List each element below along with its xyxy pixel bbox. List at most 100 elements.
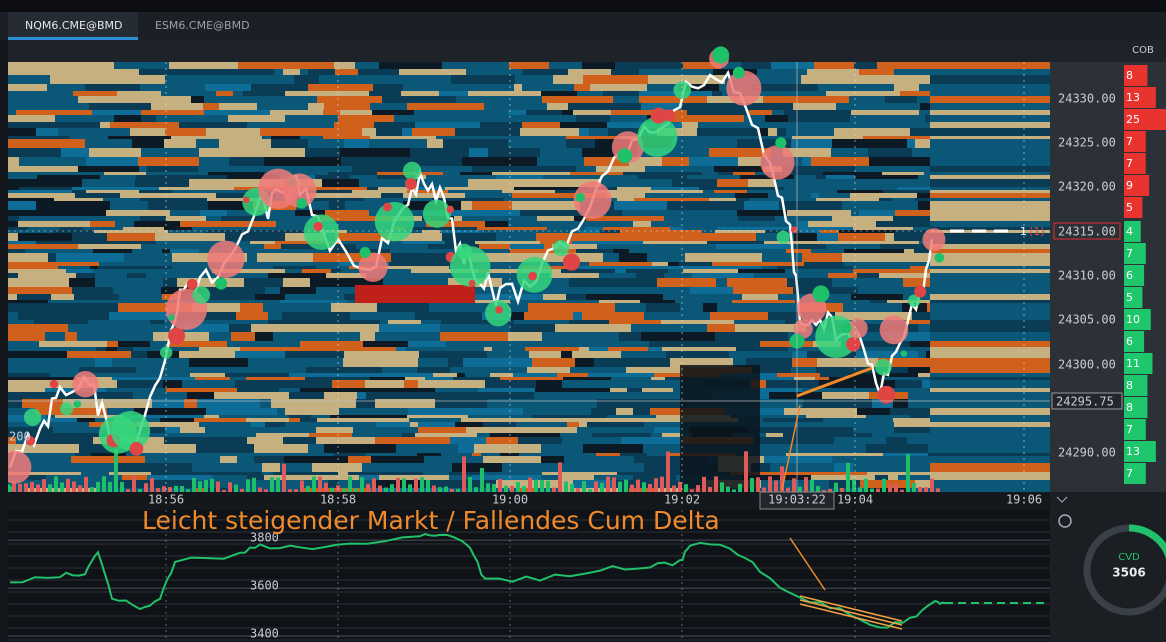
- volume-bar: [318, 476, 322, 492]
- heat-cell: [151, 488, 195, 492]
- heat-cell: [180, 221, 241, 227]
- heat-cell: [55, 415, 123, 418]
- heat-cell: [606, 210, 622, 216]
- heat-cell: [536, 233, 607, 241]
- bid-size: 7: [1126, 247, 1133, 260]
- heat-cell: [584, 157, 601, 166]
- heat-cell: [815, 377, 829, 380]
- volume-bar: [282, 463, 286, 492]
- volume-bar: [654, 478, 658, 492]
- volume-bar: [678, 481, 682, 492]
- volume-bar: [306, 485, 310, 492]
- heat-cell: [300, 136, 323, 139]
- heat-cell: [853, 266, 910, 269]
- heat-cell: [107, 341, 118, 347]
- heat-cell: [79, 444, 127, 453]
- heat-cell: [8, 193, 75, 198]
- heat-cell: [683, 210, 737, 216]
- heat-cell: [541, 444, 583, 453]
- book-band: [930, 269, 1050, 273]
- heat-cell: [233, 91, 243, 96]
- heat-cell: [670, 227, 683, 230]
- heat-cell: [572, 241, 643, 244]
- heat-cell: [537, 157, 571, 166]
- heat-cell: [875, 475, 888, 480]
- heat-cell: [8, 221, 18, 227]
- heat-cell: [91, 453, 126, 456]
- heat-cell: [308, 69, 335, 75]
- heat-cell: [367, 187, 378, 190]
- heat-cell: [803, 399, 872, 408]
- heat-cell: [340, 148, 410, 157]
- trend-line: [799, 595, 903, 622]
- heat-cell: [601, 179, 636, 187]
- heat-cell: [251, 84, 308, 91]
- volume-bar: [348, 476, 352, 492]
- bid-bar: [1124, 331, 1145, 352]
- heat-cell: [440, 230, 481, 233]
- heat-cell: [118, 303, 160, 312]
- heat-cell: [576, 266, 623, 269]
- volume-bar: [672, 485, 676, 492]
- heat-cell: [460, 172, 492, 175]
- heat-cell: [442, 62, 509, 69]
- heat-cell: [661, 320, 734, 324]
- heat-cell: [915, 139, 930, 148]
- heat-cell: [120, 193, 156, 198]
- collapse-icon[interactable]: [1056, 496, 1068, 503]
- heat-cell: [99, 262, 173, 266]
- heat-cell: [696, 233, 756, 241]
- heat-cell: [119, 294, 162, 300]
- heat-cell: [787, 210, 851, 216]
- heat-cell: [611, 216, 664, 221]
- volume-bar: [162, 486, 166, 492]
- heat-cell: [498, 249, 510, 253]
- heat-cell: [147, 475, 212, 480]
- heat-cell: [433, 373, 457, 377]
- heat-cell: [594, 358, 670, 367]
- tab-active[interactable]: [8, 12, 138, 40]
- settings-icon[interactable]: [1058, 514, 1072, 528]
- heat-cell: [487, 241, 540, 244]
- heat-cell: [174, 84, 205, 91]
- heat-cell: [928, 444, 930, 453]
- heat-cell: [410, 148, 469, 157]
- heat-cell: [575, 358, 594, 367]
- heat-cell: [819, 266, 853, 269]
- volume-bar: [888, 484, 892, 492]
- heat-cell: [760, 128, 768, 136]
- heat-cell: [631, 324, 684, 332]
- heat-cell: [603, 253, 619, 262]
- bid-bar: [1124, 375, 1148, 396]
- heat-cell: [483, 249, 498, 253]
- heat-cell: [419, 351, 487, 358]
- heat-cell: [170, 249, 199, 253]
- heat-cell: [762, 266, 777, 269]
- volume-bar: [312, 476, 316, 492]
- heat-cell: [410, 422, 418, 427]
- heat-cell: [468, 415, 532, 418]
- heat-cell: [751, 463, 770, 472]
- tab[interactable]: ESM6.CME@BMD: [155, 19, 250, 32]
- heat-cell: [450, 367, 527, 373]
- heat-cell: [615, 303, 646, 312]
- heat-cell: [756, 91, 826, 96]
- tab[interactable]: NQM6.CME@BMD: [25, 19, 123, 32]
- heat-cell: [22, 399, 63, 408]
- volume-bar: [18, 483, 22, 492]
- heat-cell: [519, 453, 596, 456]
- heat-cell: [468, 91, 541, 96]
- book-band: [930, 166, 1050, 172]
- heat-cell: [551, 341, 604, 347]
- heat-cell: [18, 273, 76, 278]
- heat-cell: [219, 294, 255, 300]
- heat-cell: [892, 367, 908, 373]
- heat-cell: [8, 388, 45, 392]
- heat-cell: [633, 221, 642, 227]
- heat-cell: [462, 216, 537, 221]
- heat-cell: [573, 110, 611, 115]
- trade-bubble: [296, 198, 307, 209]
- heat-cell: [730, 472, 798, 475]
- heat-cell: [160, 418, 194, 422]
